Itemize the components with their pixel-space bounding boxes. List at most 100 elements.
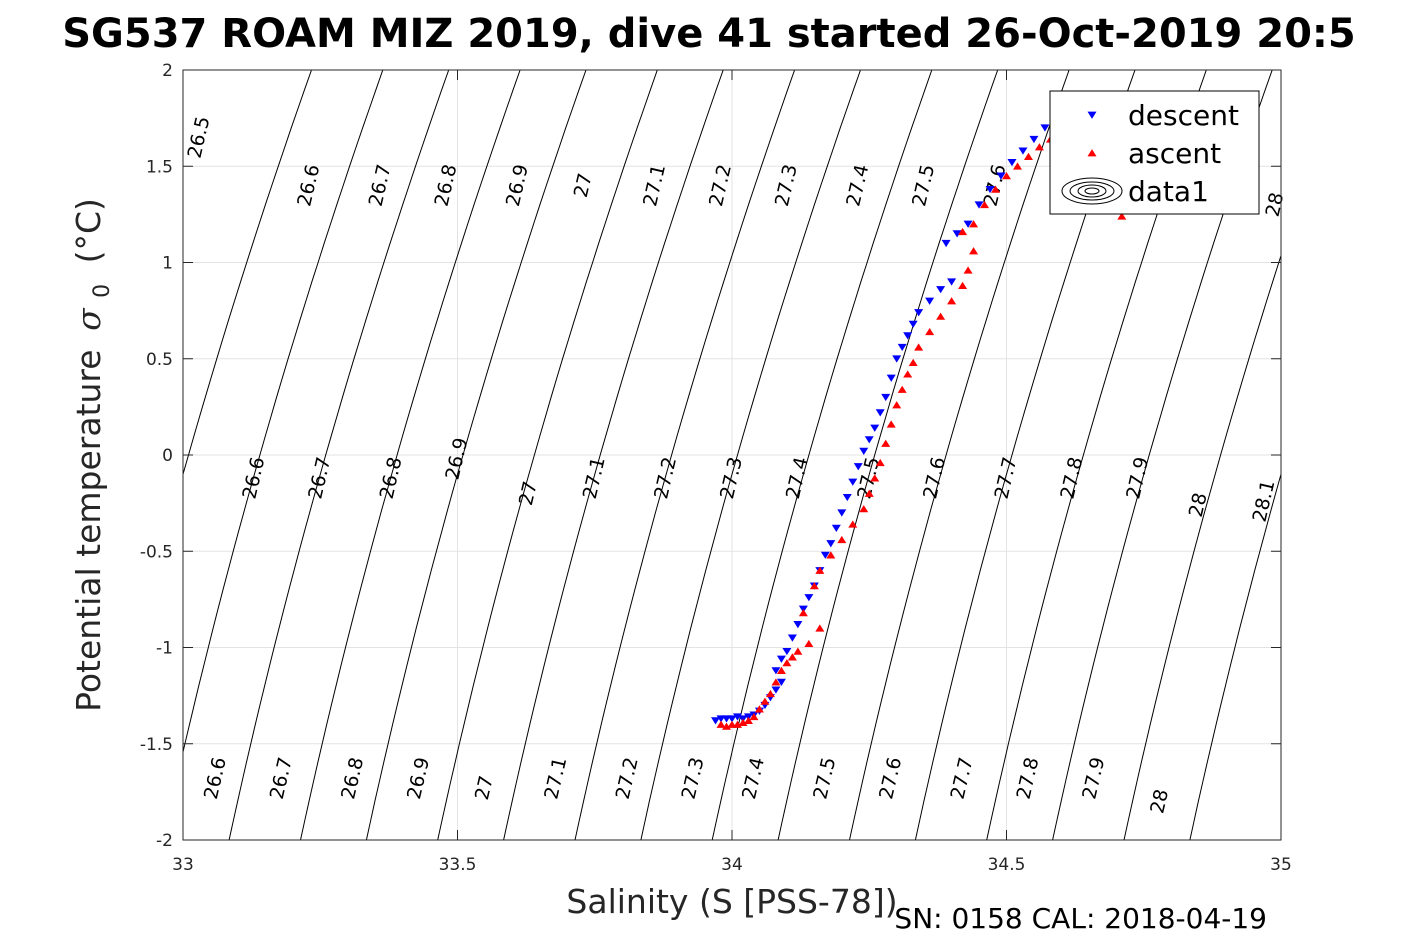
isopycnal-27 bbox=[437, 70, 658, 840]
ascent-point bbox=[722, 722, 732, 730]
isopycnal-28.1 bbox=[1189, 472, 1281, 840]
descent-point bbox=[892, 355, 902, 363]
descent-point bbox=[732, 713, 742, 721]
y-tick-label: 2 bbox=[162, 61, 173, 81]
ascent-point bbox=[837, 535, 847, 544]
descent-point bbox=[826, 540, 836, 548]
ascent-point bbox=[782, 659, 792, 667]
ascent-point bbox=[754, 705, 764, 713]
x-axis-ticks: 33 33.5 34 34.5 35 bbox=[172, 70, 1292, 875]
descent-point bbox=[1018, 147, 1028, 155]
descent-point bbox=[711, 717, 721, 725]
ascent-point bbox=[738, 718, 748, 726]
ascent-point bbox=[980, 200, 990, 209]
ascent-point bbox=[859, 505, 869, 513]
descent-point bbox=[831, 524, 841, 532]
legend-label-ascent: ascent bbox=[1128, 137, 1221, 170]
contour-label: 27 bbox=[570, 171, 597, 200]
contour-label: 28 bbox=[1262, 190, 1289, 219]
legend-box bbox=[1049, 90, 1260, 215]
descent-point bbox=[793, 621, 803, 629]
y-tick-label: 0 bbox=[162, 446, 173, 466]
y-tick-label: -2 bbox=[156, 831, 173, 851]
legend-ascent-icon bbox=[1087, 149, 1097, 157]
x-tick-label: 34 bbox=[721, 855, 743, 875]
y-axis-label: Potential temperature σ 0 (°C) bbox=[69, 198, 117, 712]
descent-point bbox=[985, 185, 995, 194]
ascent-point bbox=[749, 712, 759, 721]
legend-contour-icon bbox=[1069, 181, 1115, 201]
x-tick-label: 33.5 bbox=[439, 855, 477, 875]
ascent-point bbox=[892, 401, 902, 409]
contour-label: 27 bbox=[471, 774, 498, 803]
descent-point bbox=[782, 647, 792, 656]
y-axis-label-subscript: 0 bbox=[90, 284, 115, 298]
x-tick-label: 35 bbox=[1270, 855, 1292, 875]
descent-point bbox=[837, 509, 847, 517]
ascent-point bbox=[1034, 143, 1044, 151]
contour-label: 27 bbox=[515, 479, 542, 508]
ascent-point bbox=[881, 439, 891, 447]
ascent-point bbox=[969, 220, 979, 228]
ascent-point bbox=[870, 474, 880, 482]
ascent-point bbox=[914, 343, 924, 351]
x-tick-label: 33 bbox=[172, 855, 194, 875]
ascent-point bbox=[947, 297, 957, 305]
descent-point bbox=[771, 667, 781, 675]
isopycnal-27.2 bbox=[574, 70, 796, 840]
y-tick-label: 0.5 bbox=[146, 350, 173, 370]
isopycnal-28 bbox=[1123, 254, 1281, 840]
descent-point bbox=[859, 447, 869, 455]
y-axis-label-unit: (°C) bbox=[69, 198, 108, 263]
descent-point bbox=[1040, 124, 1050, 132]
descent-point bbox=[804, 594, 814, 602]
isopycnal-26.6 bbox=[183, 70, 384, 755]
descent-point bbox=[787, 634, 797, 642]
descent-point bbox=[996, 172, 1006, 180]
y-tick-label: -1 bbox=[156, 639, 173, 659]
ascent-point bbox=[958, 227, 968, 236]
ascent-point bbox=[826, 551, 836, 559]
ascent-point bbox=[1117, 212, 1127, 220]
ascent-point bbox=[815, 566, 825, 574]
ascent-point bbox=[815, 624, 825, 632]
footer-calibration: SN: 0158 CAL: 2018-04-19 bbox=[894, 902, 1267, 935]
descent-point bbox=[914, 309, 924, 317]
legend-contour-icon bbox=[1061, 177, 1123, 205]
descent-point bbox=[875, 409, 885, 417]
descent-point bbox=[1007, 159, 1017, 167]
y-tick-label: 1.5 bbox=[146, 157, 173, 177]
contour-label: 28 bbox=[1185, 491, 1212, 520]
legend-label-data1: data1 bbox=[1128, 175, 1209, 208]
ascent-point bbox=[743, 716, 753, 725]
ascent-point bbox=[771, 678, 781, 686]
isopycnal-26.9 bbox=[365, 70, 587, 840]
ascent-point bbox=[886, 420, 896, 428]
ascent-point bbox=[732, 720, 742, 728]
ascent-point bbox=[1002, 172, 1011, 180]
ascent-point bbox=[991, 185, 1001, 193]
descent-point bbox=[842, 493, 852, 502]
ascent-point bbox=[776, 666, 786, 674]
isopycnal-27.6 bbox=[848, 70, 1070, 840]
descent-point bbox=[870, 424, 880, 432]
descent-point bbox=[776, 678, 786, 686]
descent-point bbox=[952, 230, 962, 238]
ascent-point bbox=[864, 489, 874, 497]
isopycnal-27.3 bbox=[640, 70, 862, 840]
descent-point bbox=[771, 686, 781, 694]
ascent-point bbox=[936, 312, 946, 320]
descent-point bbox=[974, 201, 984, 209]
legend-contour-icon bbox=[1077, 184, 1107, 198]
ascent-point bbox=[958, 281, 968, 289]
ascent-point bbox=[1023, 152, 1033, 160]
ascent-point bbox=[765, 689, 775, 698]
descent-point bbox=[853, 463, 863, 471]
data-points bbox=[711, 118, 1127, 730]
descent-point bbox=[864, 436, 874, 444]
ascent-point bbox=[787, 653, 797, 661]
legend-label-descent: descent bbox=[1128, 99, 1239, 132]
ascent-point bbox=[1012, 162, 1022, 170]
descent-point bbox=[903, 332, 913, 340]
